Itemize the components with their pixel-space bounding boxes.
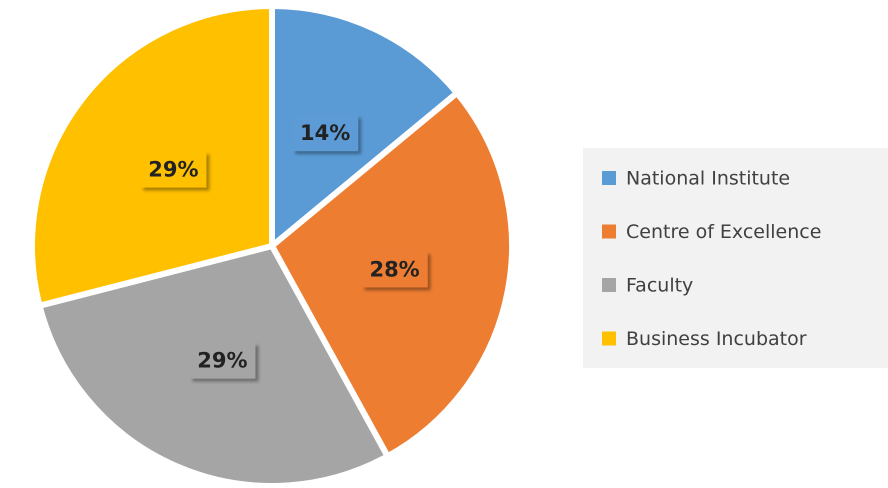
legend-swatch [602,171,616,185]
label-box [361,251,428,288]
legend-label: Centre of Excellence [626,221,821,243]
legend-swatch [602,331,616,346]
legend-swatch [602,278,616,292]
legend-swatch [602,224,616,239]
legend-label: National Institute [626,168,790,190]
legend-box [583,148,888,368]
value-label: 14% [300,121,350,145]
legend-label: Business Incubator [626,328,807,350]
label-box [292,115,359,152]
value-label: 29% [197,349,247,373]
legend-label: Faculty [626,275,693,297]
value-label: 28% [369,257,419,281]
label-box [140,151,207,188]
label-box [189,342,256,379]
pie-slice [269,2,462,253]
value-label: 29% [148,158,198,182]
